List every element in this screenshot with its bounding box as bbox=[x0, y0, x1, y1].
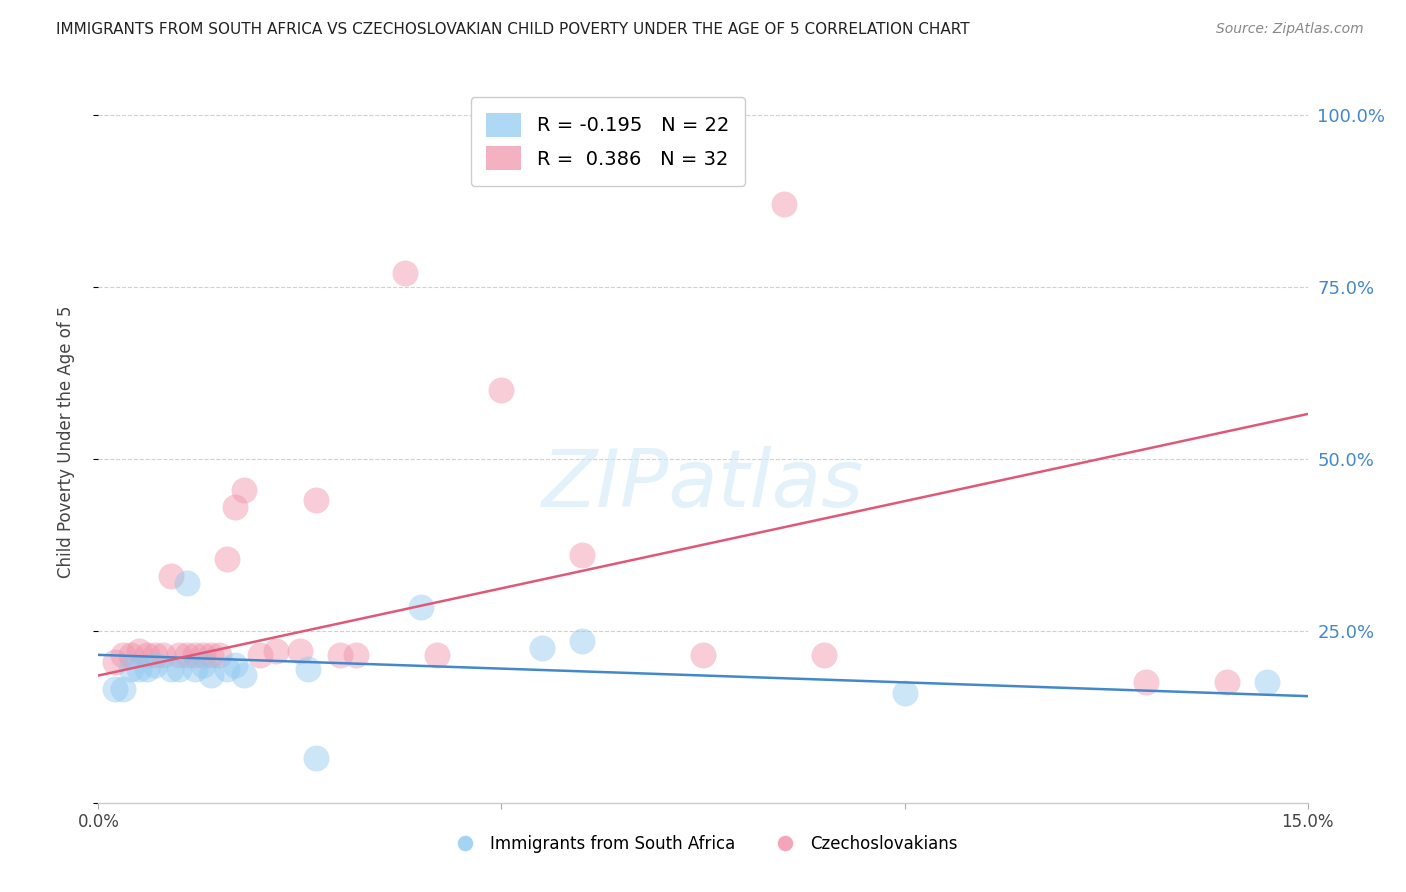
Text: ZIPatlas: ZIPatlas bbox=[541, 446, 865, 524]
Point bbox=[224, 658, 246, 673]
Text: Source: ZipAtlas.com: Source: ZipAtlas.com bbox=[1216, 22, 1364, 37]
Point bbox=[167, 648, 190, 662]
Point bbox=[200, 648, 222, 662]
Point bbox=[103, 682, 125, 697]
Point bbox=[208, 648, 231, 662]
Point bbox=[111, 682, 134, 697]
Point bbox=[103, 655, 125, 669]
Point bbox=[120, 662, 142, 676]
Point bbox=[120, 648, 142, 662]
Point bbox=[264, 644, 287, 658]
Point bbox=[426, 648, 449, 662]
Text: IMMIGRANTS FROM SOUTH AFRICA VS CZECHOSLOVAKIAN CHILD POVERTY UNDER THE AGE OF 5: IMMIGRANTS FROM SOUTH AFRICA VS CZECHOSL… bbox=[56, 22, 970, 37]
Point bbox=[184, 662, 207, 676]
Point bbox=[571, 634, 593, 648]
Point bbox=[813, 648, 835, 662]
Point bbox=[217, 551, 239, 566]
Point bbox=[772, 197, 794, 211]
Point bbox=[329, 648, 352, 662]
Point bbox=[193, 658, 215, 673]
Point bbox=[160, 568, 183, 582]
Point bbox=[571, 548, 593, 562]
Point bbox=[176, 648, 198, 662]
Point bbox=[184, 648, 207, 662]
Point bbox=[288, 644, 311, 658]
Point bbox=[135, 662, 157, 676]
Point bbox=[152, 648, 174, 662]
Point bbox=[305, 493, 328, 508]
Point bbox=[491, 383, 513, 397]
Point bbox=[232, 668, 254, 682]
Point bbox=[249, 648, 271, 662]
Point bbox=[143, 648, 166, 662]
Point bbox=[193, 648, 215, 662]
Point bbox=[394, 266, 416, 280]
Point bbox=[305, 751, 328, 765]
Point bbox=[135, 648, 157, 662]
Point bbox=[692, 648, 714, 662]
Point bbox=[128, 644, 150, 658]
Point bbox=[1256, 675, 1278, 690]
Point bbox=[217, 662, 239, 676]
Legend: Immigrants from South Africa, Czechoslovakians: Immigrants from South Africa, Czechoslov… bbox=[441, 828, 965, 860]
Point bbox=[128, 662, 150, 676]
Point bbox=[1135, 675, 1157, 690]
Point bbox=[160, 662, 183, 676]
Point bbox=[409, 599, 432, 614]
Point bbox=[167, 662, 190, 676]
Point bbox=[1216, 675, 1239, 690]
Point bbox=[297, 662, 319, 676]
Point bbox=[224, 500, 246, 514]
Point bbox=[893, 686, 915, 700]
Point bbox=[143, 658, 166, 673]
Point bbox=[344, 648, 367, 662]
Point bbox=[232, 483, 254, 497]
Point bbox=[176, 575, 198, 590]
Point bbox=[530, 640, 553, 655]
Point bbox=[111, 648, 134, 662]
Y-axis label: Child Poverty Under the Age of 5: Child Poverty Under the Age of 5 bbox=[56, 305, 75, 578]
Point bbox=[200, 668, 222, 682]
